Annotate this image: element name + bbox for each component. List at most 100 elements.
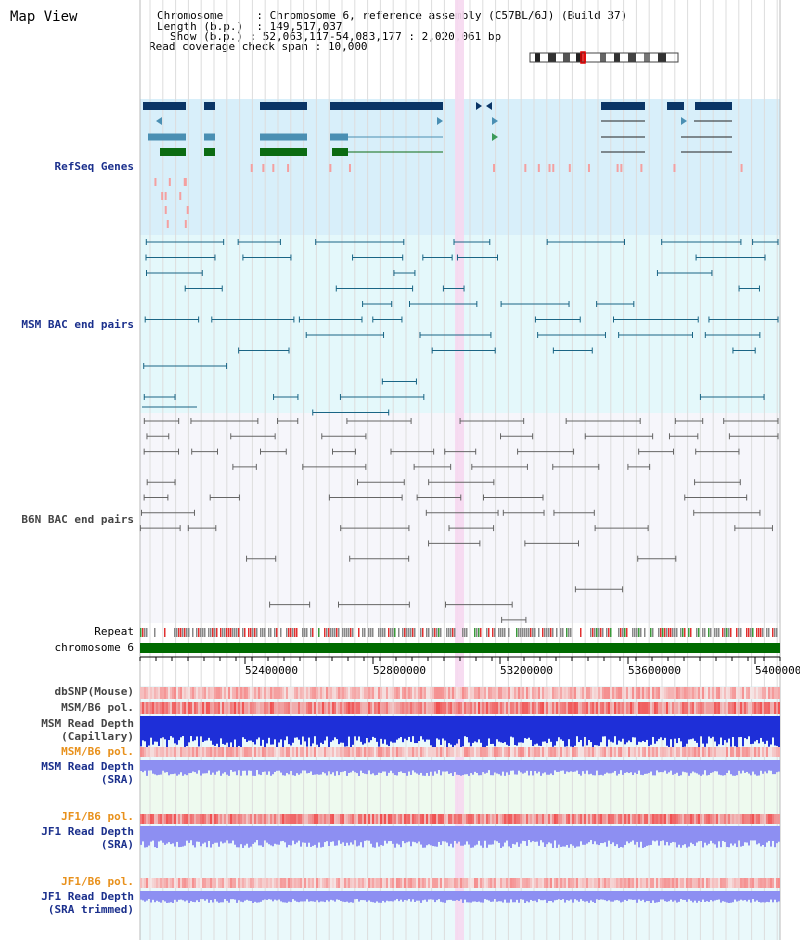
depth-bar xyxy=(636,760,638,774)
depth-bar xyxy=(730,760,732,775)
depth-bar xyxy=(446,826,448,843)
depth-bar xyxy=(500,891,502,902)
repeat-element xyxy=(250,628,252,637)
heat-cell xyxy=(264,687,266,699)
depth-bar xyxy=(508,716,510,746)
depth-bar xyxy=(586,760,588,771)
depth-bar xyxy=(232,891,234,900)
depth-bar xyxy=(416,891,418,901)
depth-bar xyxy=(308,826,310,843)
depth-bar xyxy=(232,760,234,772)
depth-bar xyxy=(482,891,484,903)
repeat-element xyxy=(332,628,334,637)
depth-bar xyxy=(546,760,548,775)
heat-cell xyxy=(556,814,558,824)
depth-bar xyxy=(552,716,554,747)
depth-bar xyxy=(380,760,382,773)
depth-bar xyxy=(236,760,238,776)
heat-cell xyxy=(538,687,540,699)
depth-bar xyxy=(610,826,612,845)
heat-cell xyxy=(196,878,198,888)
gene-arrow xyxy=(492,117,498,125)
depth-bar xyxy=(574,760,576,772)
heat-cell xyxy=(460,814,462,824)
heat-cell xyxy=(754,878,756,888)
depth-bar xyxy=(738,826,740,841)
repeat-element xyxy=(480,628,482,637)
depth-bar xyxy=(492,826,494,845)
heat-cell xyxy=(692,702,694,714)
repeat-element xyxy=(524,628,526,637)
depth-bar xyxy=(732,891,734,903)
heat-cell xyxy=(166,687,168,699)
depth-bar xyxy=(622,826,624,848)
depth-bar xyxy=(582,826,584,845)
depth-bar xyxy=(756,826,758,845)
depth-bar xyxy=(628,891,630,900)
heat-cell xyxy=(516,814,518,824)
heat-cell xyxy=(264,702,266,714)
heat-cell xyxy=(200,814,202,824)
heat-cell xyxy=(670,747,672,757)
heat-cell xyxy=(758,878,760,888)
heat-cell xyxy=(642,747,644,757)
depth-bar xyxy=(540,891,542,901)
heat-cell xyxy=(484,878,486,888)
heat-cell xyxy=(292,687,294,699)
heat-cell xyxy=(338,702,340,714)
heat-cell xyxy=(140,878,142,888)
depth-bar xyxy=(350,716,352,748)
heat-cell xyxy=(346,814,348,824)
heat-cell xyxy=(254,702,256,714)
depth-bar xyxy=(156,760,158,776)
heat-cell xyxy=(516,687,518,699)
gene-prediction xyxy=(250,164,253,172)
heat-cell xyxy=(772,702,774,714)
heat-cell xyxy=(394,702,396,714)
depth-bar xyxy=(360,716,362,742)
depth-bar xyxy=(186,826,188,841)
depth-bar xyxy=(644,826,646,848)
repeat-element xyxy=(180,628,182,637)
depth-bar xyxy=(556,716,558,742)
heat-cell xyxy=(700,878,702,888)
heat-cell xyxy=(454,687,456,699)
depth-bar xyxy=(610,760,612,774)
depth-bar xyxy=(396,716,398,740)
heat-cell xyxy=(384,747,386,757)
heat-cell xyxy=(368,747,370,757)
repeat-element xyxy=(738,628,740,637)
depth-bar xyxy=(340,716,342,743)
heat-cell xyxy=(686,878,688,888)
depth-bar xyxy=(672,760,674,775)
depth-bar xyxy=(324,891,326,903)
depth-bar xyxy=(626,716,628,743)
heat-cell xyxy=(146,747,148,757)
heat-cell xyxy=(506,687,508,699)
repeat-element xyxy=(500,628,502,637)
heat-cell xyxy=(654,878,656,888)
depth-bar xyxy=(338,760,340,776)
depth-bar xyxy=(634,826,636,845)
heat-cell xyxy=(312,687,314,699)
depth-bar xyxy=(486,826,488,848)
heat-cell xyxy=(492,814,494,824)
heat-cell xyxy=(258,814,260,824)
repeat-element xyxy=(550,628,552,637)
heat-cell xyxy=(588,878,590,888)
heat-cell xyxy=(436,747,438,757)
depth-bar xyxy=(210,826,212,848)
gene-arrow xyxy=(492,133,498,141)
depth-bar xyxy=(646,826,648,846)
heat-cell xyxy=(286,687,288,699)
depth-bar xyxy=(530,891,532,900)
depth-bar xyxy=(190,716,192,737)
depth-bar xyxy=(366,826,368,841)
depth-bar xyxy=(260,891,262,902)
depth-bar xyxy=(576,760,578,771)
heat-cell xyxy=(544,687,546,699)
depth-bar xyxy=(188,760,190,774)
repeat-element xyxy=(344,628,346,637)
depth-bar xyxy=(152,760,154,774)
